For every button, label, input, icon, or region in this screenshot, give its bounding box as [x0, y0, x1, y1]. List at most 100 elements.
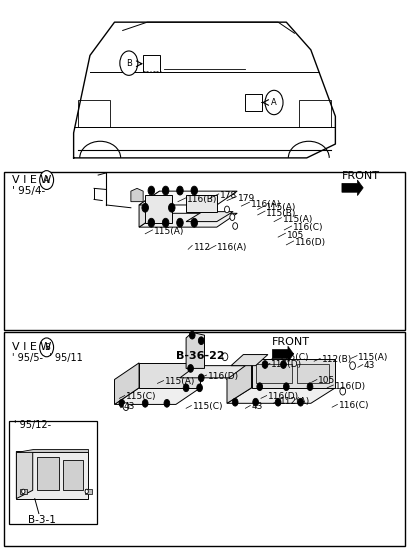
Bar [37, 457, 59, 490]
Circle shape [85, 489, 88, 494]
Text: 116(D): 116(D) [295, 238, 326, 248]
Text: 112: 112 [193, 243, 211, 252]
Text: 112(A): 112(A) [280, 397, 310, 407]
Circle shape [307, 383, 313, 391]
Polygon shape [139, 191, 237, 205]
Bar [256, 364, 292, 383]
Text: A: A [271, 98, 277, 107]
Text: 115(A): 115(A) [266, 203, 297, 212]
Text: 116(D): 116(D) [268, 392, 299, 402]
Text: 116(B): 116(B) [187, 195, 218, 204]
Circle shape [225, 206, 229, 213]
Text: ' 95/5-  ' 95/11: ' 95/5- ' 95/11 [12, 353, 83, 363]
Bar [9, 421, 97, 524]
Circle shape [119, 399, 125, 407]
Circle shape [120, 51, 138, 75]
Circle shape [162, 218, 169, 227]
Circle shape [177, 218, 183, 227]
Polygon shape [342, 180, 363, 196]
Text: B: B [44, 343, 49, 352]
Polygon shape [139, 213, 237, 227]
Circle shape [198, 337, 204, 345]
Text: 115(C): 115(C) [279, 352, 310, 362]
Text: 105: 105 [287, 230, 304, 240]
Text: 116(D): 116(D) [208, 372, 239, 381]
Bar [20, 489, 27, 494]
Polygon shape [227, 359, 252, 403]
Polygon shape [186, 195, 217, 212]
Bar [143, 55, 160, 72]
Polygon shape [252, 359, 335, 388]
Text: 116(C): 116(C) [293, 223, 324, 233]
Text: ' 95/12-: ' 95/12- [14, 420, 52, 430]
Text: 116(D): 116(D) [335, 382, 366, 391]
Polygon shape [180, 366, 245, 378]
Text: 43: 43 [364, 361, 375, 371]
Circle shape [340, 387, 346, 395]
Polygon shape [16, 452, 88, 499]
Polygon shape [186, 212, 233, 222]
Circle shape [191, 186, 198, 195]
Circle shape [142, 399, 148, 407]
Circle shape [123, 403, 129, 411]
Circle shape [148, 218, 155, 227]
Polygon shape [186, 332, 204, 368]
Polygon shape [145, 195, 172, 223]
Text: 115(C): 115(C) [126, 392, 157, 402]
Circle shape [142, 203, 148, 212]
Bar [63, 460, 83, 490]
Text: 112(B): 112(B) [321, 355, 352, 365]
Text: 116(A): 116(A) [217, 243, 247, 252]
Bar [297, 364, 329, 383]
Circle shape [281, 361, 286, 368]
Text: 43: 43 [252, 402, 263, 412]
Circle shape [298, 398, 303, 406]
Circle shape [275, 398, 281, 406]
Text: 43: 43 [124, 402, 135, 411]
Circle shape [257, 383, 263, 391]
Circle shape [164, 399, 170, 407]
Text: V I E W: V I E W [12, 342, 52, 352]
Text: 178: 178 [220, 191, 237, 201]
Text: 115(A): 115(A) [154, 227, 184, 237]
Text: 116(D): 116(D) [271, 360, 302, 370]
Polygon shape [115, 388, 200, 404]
Circle shape [350, 362, 355, 370]
Polygon shape [115, 363, 139, 404]
Circle shape [177, 186, 183, 195]
Polygon shape [16, 452, 33, 499]
Polygon shape [16, 449, 88, 452]
Circle shape [169, 203, 175, 212]
Text: 115(A): 115(A) [358, 352, 389, 362]
Circle shape [188, 365, 193, 372]
Text: 116(A): 116(A) [251, 199, 281, 209]
Polygon shape [272, 346, 294, 362]
Text: B-3-1: B-3-1 [28, 515, 56, 525]
Text: 116(C): 116(C) [339, 401, 369, 411]
Text: 115(A): 115(A) [165, 377, 195, 387]
Bar [4, 172, 405, 330]
Text: B: B [126, 59, 132, 68]
Circle shape [283, 383, 289, 391]
Text: 115(C): 115(C) [193, 402, 223, 412]
Polygon shape [231, 355, 268, 366]
Polygon shape [139, 363, 200, 388]
Bar [78, 100, 110, 127]
Circle shape [198, 374, 204, 382]
Circle shape [148, 186, 155, 195]
Text: FRONT: FRONT [272, 337, 310, 347]
Circle shape [40, 171, 54, 189]
Text: ' 95/4-: ' 95/4- [12, 186, 45, 196]
Text: V I E W: V I E W [12, 175, 52, 185]
Circle shape [222, 353, 228, 361]
Circle shape [183, 384, 189, 392]
Circle shape [22, 489, 25, 494]
Bar [4, 332, 405, 546]
Text: 115(A): 115(A) [283, 215, 313, 224]
Polygon shape [131, 188, 143, 202]
Polygon shape [227, 388, 335, 403]
Circle shape [233, 223, 238, 229]
Text: FRONT: FRONT [342, 171, 380, 181]
Text: B-36-22: B-36-22 [176, 351, 225, 361]
Circle shape [253, 398, 258, 406]
